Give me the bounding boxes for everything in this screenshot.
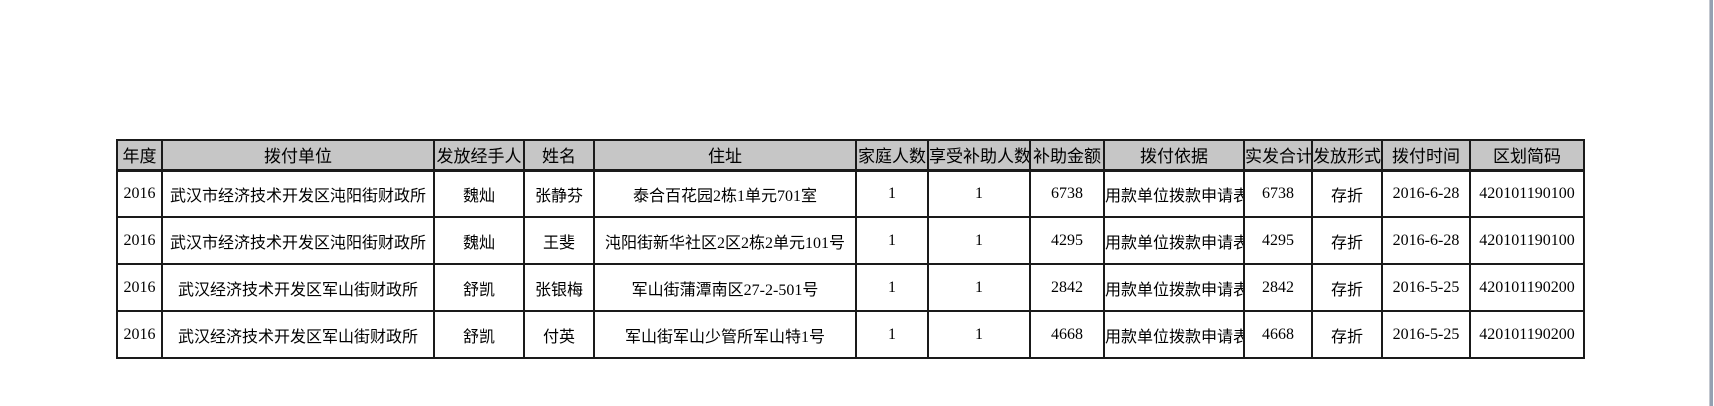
cell-district-code: 420101190200 xyxy=(1469,263,1585,312)
cell-allocation-unit: 武汉经济技术开发区军山街财政所 xyxy=(161,310,435,359)
cell-handler: 舒凯 xyxy=(433,263,525,312)
cell-allocation-date: 2016-5-25 xyxy=(1381,310,1471,359)
column-header-allocation-unit: 拨付单位 xyxy=(161,139,435,172)
cell-distribution-form: 存折 xyxy=(1311,169,1383,218)
cell-beneficiary-count: 1 xyxy=(927,216,1031,265)
cell-subsidy-amount: 2842 xyxy=(1029,263,1105,312)
cell-distribution-form: 存折 xyxy=(1311,263,1383,312)
document-page: 年度 拨付单位 发放经手人 姓名 住址 家庭人数 享受补助人数 补助金额 拨付依… xyxy=(116,139,1585,359)
cell-subsidy-amount: 4668 xyxy=(1029,310,1105,359)
cell-allocation-date: 2016-6-28 xyxy=(1381,169,1471,218)
cell-family-size: 1 xyxy=(855,216,929,265)
cell-actual-total: 4668 xyxy=(1243,310,1313,359)
table-row: 2016 武汉市经济技术开发区沌阳街财政所 魏灿 张静芬 泰合百花园2栋1单元7… xyxy=(116,169,1585,218)
cell-allocation-basis: 用款单位拨款申请表 xyxy=(1103,310,1245,359)
column-header-actual-total: 实发合计 xyxy=(1243,139,1313,172)
column-header-distribution-form: 发放形式 xyxy=(1311,139,1383,172)
cell-address: 军山街军山少管所军山特1号 xyxy=(593,310,857,359)
table-row: 2016 武汉经济技术开发区军山街财政所 舒凯 张银梅 军山街蒲潭南区27-2-… xyxy=(116,263,1585,312)
cell-address: 沌阳街新华社区2区2栋2单元101号 xyxy=(593,216,857,265)
cell-year: 2016 xyxy=(116,310,163,359)
cell-beneficiary-count: 1 xyxy=(927,169,1031,218)
table-row: 2016 武汉市经济技术开发区沌阳街财政所 魏灿 王斐 沌阳街新华社区2区2栋2… xyxy=(116,216,1585,265)
column-header-beneficiary-count: 享受补助人数 xyxy=(927,139,1031,172)
cell-actual-total: 2842 xyxy=(1243,263,1313,312)
table-row: 2016 武汉经济技术开发区军山街财政所 舒凯 付英 军山街军山少管所军山特1号… xyxy=(116,310,1585,359)
column-header-address: 住址 xyxy=(593,139,857,172)
cell-distribution-form: 存折 xyxy=(1311,310,1383,359)
cell-name: 王斐 xyxy=(523,216,595,265)
cell-allocation-basis: 用款单位拨款申请表 xyxy=(1103,263,1245,312)
cell-subsidy-amount: 6738 xyxy=(1029,169,1105,218)
cell-family-size: 1 xyxy=(855,310,929,359)
cell-distribution-form: 存折 xyxy=(1311,216,1383,265)
cell-name: 张静芬 xyxy=(523,169,595,218)
subsidy-table: 年度 拨付单位 发放经手人 姓名 住址 家庭人数 享受补助人数 补助金额 拨付依… xyxy=(116,139,1585,359)
cell-name: 张银梅 xyxy=(523,263,595,312)
cell-family-size: 1 xyxy=(855,263,929,312)
cell-district-code: 420101190100 xyxy=(1469,216,1585,265)
cell-subsidy-amount: 4295 xyxy=(1029,216,1105,265)
cell-family-size: 1 xyxy=(855,169,929,218)
cell-address: 军山街蒲潭南区27-2-501号 xyxy=(593,263,857,312)
cell-allocation-basis: 用款单位拨款申请表 xyxy=(1103,216,1245,265)
cell-beneficiary-count: 1 xyxy=(927,263,1031,312)
column-header-name: 姓名 xyxy=(523,139,595,172)
cell-allocation-basis: 用款单位拨款申请表 xyxy=(1103,169,1245,218)
cell-actual-total: 4295 xyxy=(1243,216,1313,265)
cell-allocation-unit: 武汉市经济技术开发区沌阳街财政所 xyxy=(161,216,435,265)
cell-year: 2016 xyxy=(116,263,163,312)
cell-handler: 魏灿 xyxy=(433,216,525,265)
table-header-row: 年度 拨付单位 发放经手人 姓名 住址 家庭人数 享受补助人数 补助金额 拨付依… xyxy=(116,139,1585,172)
cell-handler: 舒凯 xyxy=(433,310,525,359)
column-header-allocation-date: 拨付时间 xyxy=(1381,139,1471,172)
cell-district-code: 420101190100 xyxy=(1469,169,1585,218)
cell-handler: 魏灿 xyxy=(433,169,525,218)
column-header-subsidy-amount: 补助金额 xyxy=(1029,139,1105,172)
cell-allocation-date: 2016-5-25 xyxy=(1381,263,1471,312)
cell-district-code: 420101190200 xyxy=(1469,310,1585,359)
column-header-year: 年度 xyxy=(116,139,163,172)
cell-year: 2016 xyxy=(116,216,163,265)
cell-allocation-unit: 武汉经济技术开发区军山街财政所 xyxy=(161,263,435,312)
column-header-handler: 发放经手人 xyxy=(433,139,525,172)
column-header-district-code: 区划简码 xyxy=(1469,139,1585,172)
column-header-allocation-basis: 拨付依据 xyxy=(1103,139,1245,172)
cell-beneficiary-count: 1 xyxy=(927,310,1031,359)
cell-year: 2016 xyxy=(116,169,163,218)
cell-allocation-unit: 武汉市经济技术开发区沌阳街财政所 xyxy=(161,169,435,218)
cell-actual-total: 6738 xyxy=(1243,169,1313,218)
cell-allocation-date: 2016-6-28 xyxy=(1381,216,1471,265)
column-header-family-size: 家庭人数 xyxy=(855,139,929,172)
cell-name: 付英 xyxy=(523,310,595,359)
scrollbar[interactable] xyxy=(1709,0,1713,406)
cell-address: 泰合百花园2栋1单元701室 xyxy=(593,169,857,218)
